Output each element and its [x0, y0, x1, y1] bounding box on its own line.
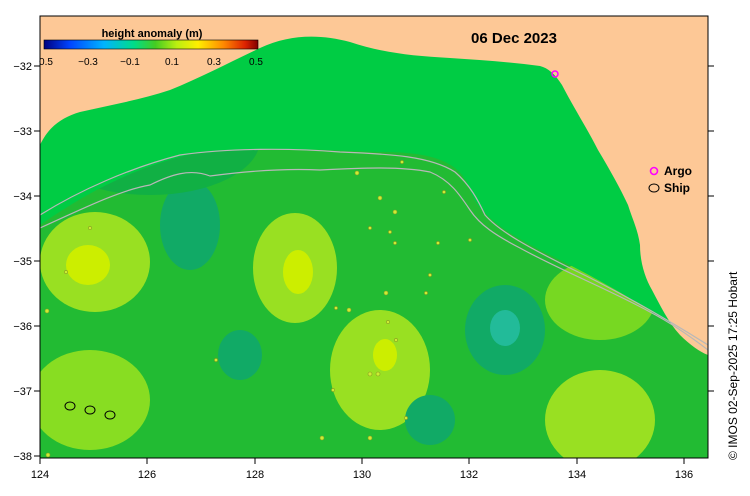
positive-anomaly-eddy [330, 310, 430, 430]
y-tick-label: −34 [13, 191, 32, 203]
colorbar-tick-label: 0.1 [165, 57, 179, 68]
y-tick-label: −33 [13, 126, 32, 138]
continental-shelf [40, 16, 708, 355]
y-tick-label: −32 [13, 61, 32, 73]
x-tick-label: 136 [675, 469, 693, 481]
australia-landmass [40, 16, 708, 355]
colorbar-tick-label: 0.5 [39, 57, 53, 68]
x-tick-label: 124 [31, 469, 49, 481]
x-tick-label: 128 [246, 469, 264, 481]
x-tick-label: 132 [460, 469, 478, 481]
negative-anomaly-core [490, 310, 520, 346]
argo-legend-label: Argo [664, 164, 692, 178]
credit-text: © IMOS 02-Sep-2025 17:25 Hobart [726, 271, 740, 460]
argo-legend-icon [649, 166, 659, 176]
x-tick-label: 134 [568, 469, 586, 481]
x-axis [39, 458, 685, 464]
x-tick-label: 126 [138, 469, 156, 481]
y-tick-label: −36 [13, 321, 32, 333]
colorbar-tick-label: 0.5 [249, 57, 263, 68]
negative-anomaly-eddy [160, 180, 220, 270]
y-tick-label: −37 [13, 386, 32, 398]
map-area [40, 16, 708, 458]
positive-anomaly-eddy [545, 370, 655, 458]
ship-legend-icon [648, 183, 660, 193]
argo-coastal-marker [551, 70, 559, 78]
negative-anomaly-eddy [405, 395, 455, 445]
shelf-contour-line [40, 148, 708, 346]
positive-anomaly-eddy [40, 350, 150, 450]
colorbar-gradient [43, 39, 259, 50]
colorbar-title: height anomaly (m) [102, 28, 203, 40]
colorbar-tick-label: −0.1 [120, 57, 140, 68]
colorbar-tick-label: −0.3 [78, 57, 98, 68]
ship-markers [64, 401, 116, 420]
ship-legend-label: Ship [664, 181, 690, 195]
plot-frame [39, 15, 709, 459]
x-tick-label: 130 [353, 469, 371, 481]
positive-anomaly-core [283, 250, 313, 294]
y-axis [34, 65, 714, 457]
y-tick-label: −35 [13, 256, 32, 268]
negative-anomaly-eddy [218, 330, 262, 380]
marker-legend: Argo Ship [648, 164, 692, 195]
colorbar-tick-label: 0.3 [207, 57, 221, 68]
colorbar: height anomaly (m) 0.5 −0.3 −0.1 0.1 0.3… [39, 28, 263, 68]
positive-anomaly-core [373, 339, 397, 371]
argo-float-markers [44, 160, 472, 458]
map-date: 06 Dec 2023 [471, 30, 557, 47]
shelf-contour-line [40, 167, 708, 351]
y-tick-label: −38 [13, 451, 32, 463]
positive-anomaly-core [66, 245, 110, 285]
